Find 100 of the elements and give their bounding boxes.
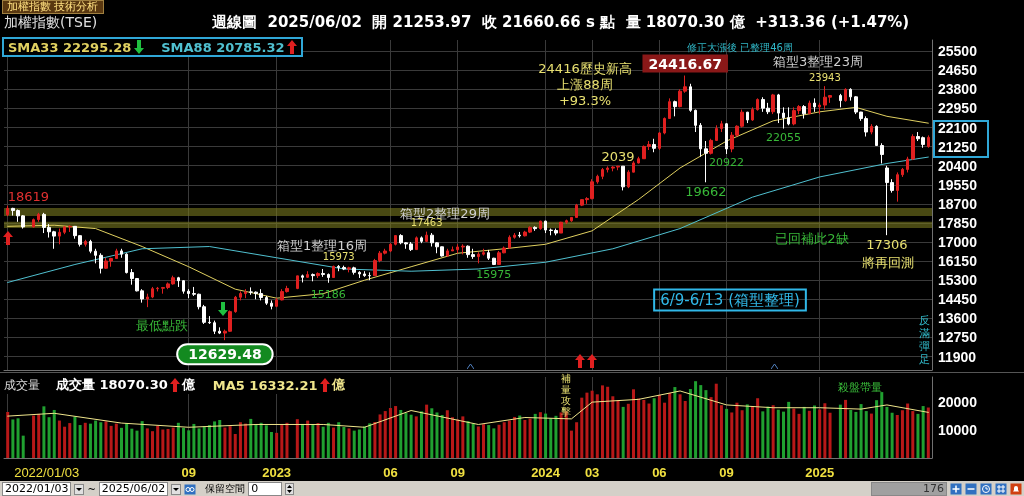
bar [668, 392, 672, 458]
y-tick-label: 17850 [938, 214, 978, 231]
bar [766, 406, 770, 458]
candlestick [487, 249, 490, 261]
candlestick [244, 288, 247, 299]
bar [538, 412, 542, 458]
bar [559, 412, 563, 458]
x-tick-label: 03 [584, 465, 600, 480]
x-tick-label: 2023 [262, 465, 292, 480]
bar [63, 426, 67, 458]
candlestick [451, 246, 454, 252]
candlestick [94, 248, 97, 264]
bar [140, 421, 144, 458]
candlestick [658, 131, 661, 151]
text: 保留空間 [205, 482, 246, 496]
bar [823, 403, 827, 458]
bar [797, 413, 801, 458]
bar [657, 394, 661, 458]
bar [590, 390, 594, 458]
candlestick [461, 243, 465, 255]
candlestick [6, 205, 9, 217]
bar [47, 417, 51, 458]
bar [456, 419, 460, 458]
bar [787, 401, 791, 458]
candlestick [187, 288, 190, 299]
candlestick [808, 100, 811, 115]
annotation: 反滿彈足 [918, 314, 930, 366]
candlestick [58, 228, 61, 245]
candlestick [316, 271, 320, 279]
annotation: 2039 [601, 149, 635, 165]
bar [119, 427, 123, 458]
annotation: 17306 [866, 236, 908, 252]
bar [409, 414, 413, 458]
bar [921, 406, 925, 458]
bar [373, 421, 377, 458]
annotation: 22055 [765, 131, 801, 145]
bar [466, 421, 470, 458]
bar [244, 423, 248, 458]
candlestick [870, 123, 873, 135]
bar [73, 416, 77, 458]
bar [218, 420, 222, 458]
candlestick [787, 106, 790, 126]
candlestick [632, 160, 635, 173]
bar [569, 430, 573, 458]
candlestick [151, 286, 154, 299]
bar [280, 425, 284, 458]
bar [502, 422, 506, 458]
bar [844, 399, 848, 458]
bar [435, 412, 439, 458]
chart-title: 成交量 [4, 376, 40, 394]
y-tick-label: 19550 [938, 176, 978, 193]
bar [575, 422, 579, 458]
candlestick [456, 243, 459, 254]
bar [37, 413, 41, 458]
annotation: 殺盤帶量 [838, 380, 882, 394]
bar [911, 411, 915, 458]
candlestick [927, 134, 930, 149]
candlestick [777, 93, 780, 124]
candlestick [99, 252, 103, 274]
bar [88, 423, 92, 458]
bar [440, 414, 444, 458]
bar [616, 400, 620, 458]
bar [756, 398, 760, 458]
candlestick [720, 120, 723, 133]
candlestick [570, 216, 573, 223]
annotation: 24416.67 [648, 55, 722, 72]
candlestick [746, 111, 749, 124]
bar [388, 408, 392, 458]
annotation: 將再回測 [862, 254, 914, 270]
candlestick [906, 156, 909, 173]
candlestick [663, 116, 666, 135]
y-tick-label: 23800 [938, 81, 978, 98]
bar [864, 411, 868, 458]
bar [482, 424, 486, 458]
annotation: 最低點跌 [136, 317, 188, 333]
bar [642, 399, 646, 458]
candlestick [652, 138, 656, 153]
candlestick [342, 265, 346, 271]
bar [450, 417, 454, 458]
bar [316, 423, 320, 458]
bar [663, 402, 667, 458]
bar [688, 389, 692, 458]
bar [709, 397, 713, 458]
candlestick [689, 83, 692, 113]
bar [647, 403, 651, 458]
candlestick [306, 270, 309, 279]
candlestick [425, 231, 428, 243]
candlestick [565, 219, 568, 225]
candlestick [84, 239, 87, 248]
x-tick-label: 09 [450, 465, 465, 480]
bar [109, 425, 113, 458]
bar [585, 392, 589, 458]
x-tick-label: 06 [652, 465, 667, 480]
bar [807, 410, 811, 458]
bar [368, 423, 372, 458]
bar [854, 411, 858, 458]
candlestick [849, 87, 852, 102]
annotation: 15973 [322, 250, 355, 262]
candlestick [601, 167, 604, 180]
bar [202, 426, 206, 458]
